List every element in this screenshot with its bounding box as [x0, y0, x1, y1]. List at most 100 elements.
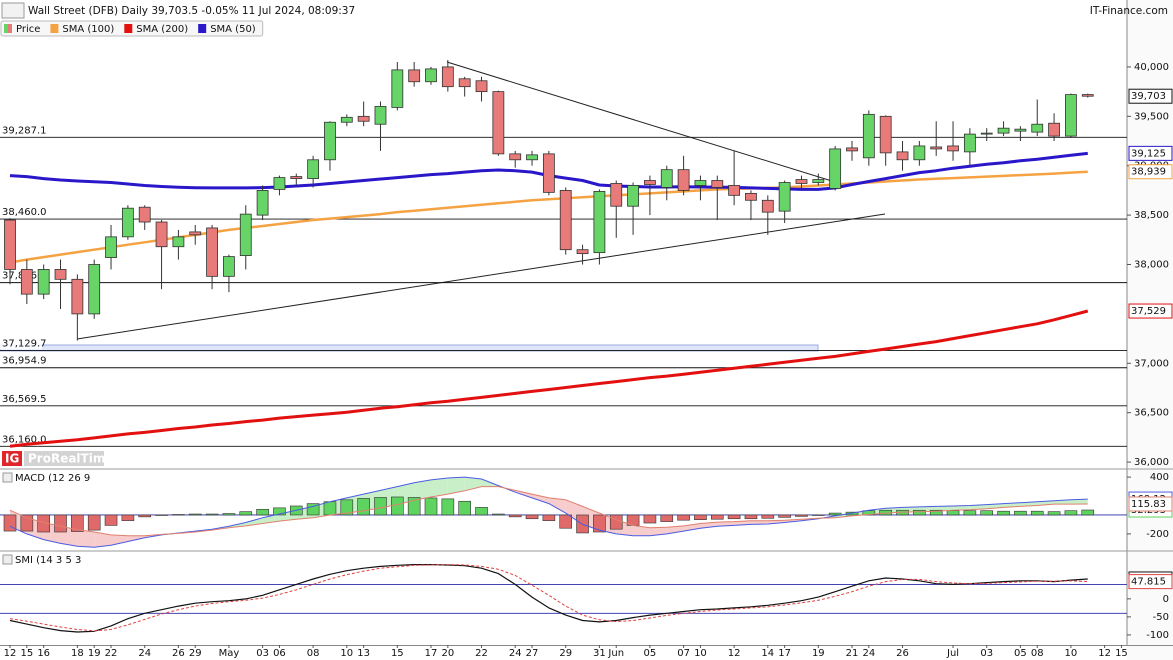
histogram-bar: [828, 512, 842, 516]
candle-body: [340, 116, 353, 123]
histogram-bar: [340, 499, 354, 516]
trend-line: [76, 213, 886, 340]
macd-fill: [649, 527, 667, 536]
legend-label: SMA (100): [62, 24, 114, 35]
histogram-bar: [812, 514, 825, 516]
y-tick-label: 40,000: [1134, 62, 1169, 73]
macd-fill: [94, 532, 112, 548]
macd-fill: [969, 504, 987, 510]
histogram-bar: [1047, 511, 1061, 516]
y-tick-label: 36,500: [1134, 408, 1169, 419]
value-tag-label: 38,939: [1131, 167, 1166, 178]
series-line: [9, 476, 1088, 548]
histogram-bar: [778, 514, 791, 518]
candle-body: [963, 133, 976, 153]
histogram-bar: [1014, 510, 1027, 516]
candle-body: [492, 91, 505, 155]
source: IT-Finance.com: [1090, 5, 1168, 17]
histogram-bar: [87, 514, 101, 531]
candle-body: [475, 80, 488, 93]
x-tick-label: 24: [862, 648, 875, 659]
trend-line: [446, 61, 849, 187]
x-tick-label: 24: [138, 648, 151, 659]
x-tick-label: 19: [88, 648, 101, 659]
candle-body: [1031, 123, 1044, 133]
panel-title: SMI (14 3 5 3: [15, 555, 81, 566]
x-tick-label: 12: [728, 648, 741, 659]
legend-label: SMA (200): [136, 24, 188, 35]
menu-icon[interactable]: [1, 2, 25, 19]
candle-body: [458, 78, 471, 88]
candle-body: [644, 180, 656, 185]
value-tag: [1128, 496, 1173, 512]
value-tag-label: 39,703: [1131, 91, 1166, 102]
x-tick-label: 14: [761, 648, 774, 659]
histogram-bar: [710, 514, 724, 520]
level-label-bg: [0, 354, 42, 367]
level-label-bg: [0, 392, 42, 405]
histogram-bar: [306, 503, 320, 516]
histogram-bar: [441, 498, 455, 516]
panel-title: MACD (12 26 9: [15, 473, 90, 484]
histogram-bar: [946, 510, 960, 516]
macd-fill: [77, 529, 95, 548]
histogram-bar: [1064, 510, 1078, 516]
histogram-bar: [188, 513, 202, 516]
candle-body: [20, 269, 33, 295]
candle-body: [172, 236, 185, 248]
legend-label: Price: [16, 24, 40, 35]
y-tick-label: 38,000: [1134, 259, 1169, 270]
value-tag-label: 39,125: [1131, 148, 1166, 159]
histogram-bar: [323, 501, 337, 516]
histogram-bar: [593, 514, 606, 533]
series-line: [9, 486, 1088, 537]
histogram-bar: [677, 514, 690, 521]
y-tick-label: -200: [1146, 529, 1169, 540]
x-tick-label: May: [219, 648, 240, 659]
candle-body: [745, 192, 757, 201]
candle-body: [795, 179, 808, 184]
level-label-bg: [0, 337, 42, 350]
value-tag: [1128, 145, 1173, 161]
histogram-bar: [1030, 510, 1044, 516]
candle-body: [559, 190, 572, 251]
legend-swatch: [50, 24, 59, 33]
macd-fill: [414, 479, 431, 501]
candle-body: [1081, 94, 1094, 97]
legend-swatch: [8, 24, 12, 33]
x-tick-label: 24: [509, 648, 522, 659]
candle-body: [627, 185, 639, 207]
macd-fill: [532, 494, 549, 504]
level-label: 37,129.7: [2, 338, 47, 349]
x-tick-label: 05: [1014, 648, 1027, 659]
x-tick-label: 26: [172, 648, 185, 659]
histogram-bar: [104, 514, 118, 526]
candle-body: [862, 113, 875, 159]
histogram-bar: [54, 514, 67, 533]
series-line: [9, 170, 1088, 264]
x-tick-label: 22: [105, 648, 118, 659]
histogram-bar: [71, 514, 84, 532]
x-tick-label: 27: [526, 648, 539, 659]
x-tick-label: 03: [980, 648, 993, 659]
histogram-bar: [744, 514, 758, 520]
x-tick-label: 21: [846, 648, 859, 659]
logo: IG: [5, 452, 19, 466]
histogram-bar: [727, 514, 741, 520]
x-tick-label: 17: [778, 648, 791, 659]
candle-body: [947, 145, 959, 152]
candle-body: [54, 269, 67, 280]
x-tick-label: 19: [812, 648, 825, 659]
panel-icon: [2, 554, 13, 565]
histogram-bar: [492, 513, 505, 516]
candle-body: [121, 207, 134, 238]
macd-fill: [953, 505, 970, 511]
histogram-bar: [205, 513, 219, 516]
macd-fill: [633, 525, 650, 536]
histogram-bar: [795, 514, 808, 517]
candle-body: [206, 227, 218, 277]
histogram-bar: [458, 500, 471, 516]
histogram-bar: [980, 510, 994, 516]
level-label-bg: [0, 124, 42, 137]
